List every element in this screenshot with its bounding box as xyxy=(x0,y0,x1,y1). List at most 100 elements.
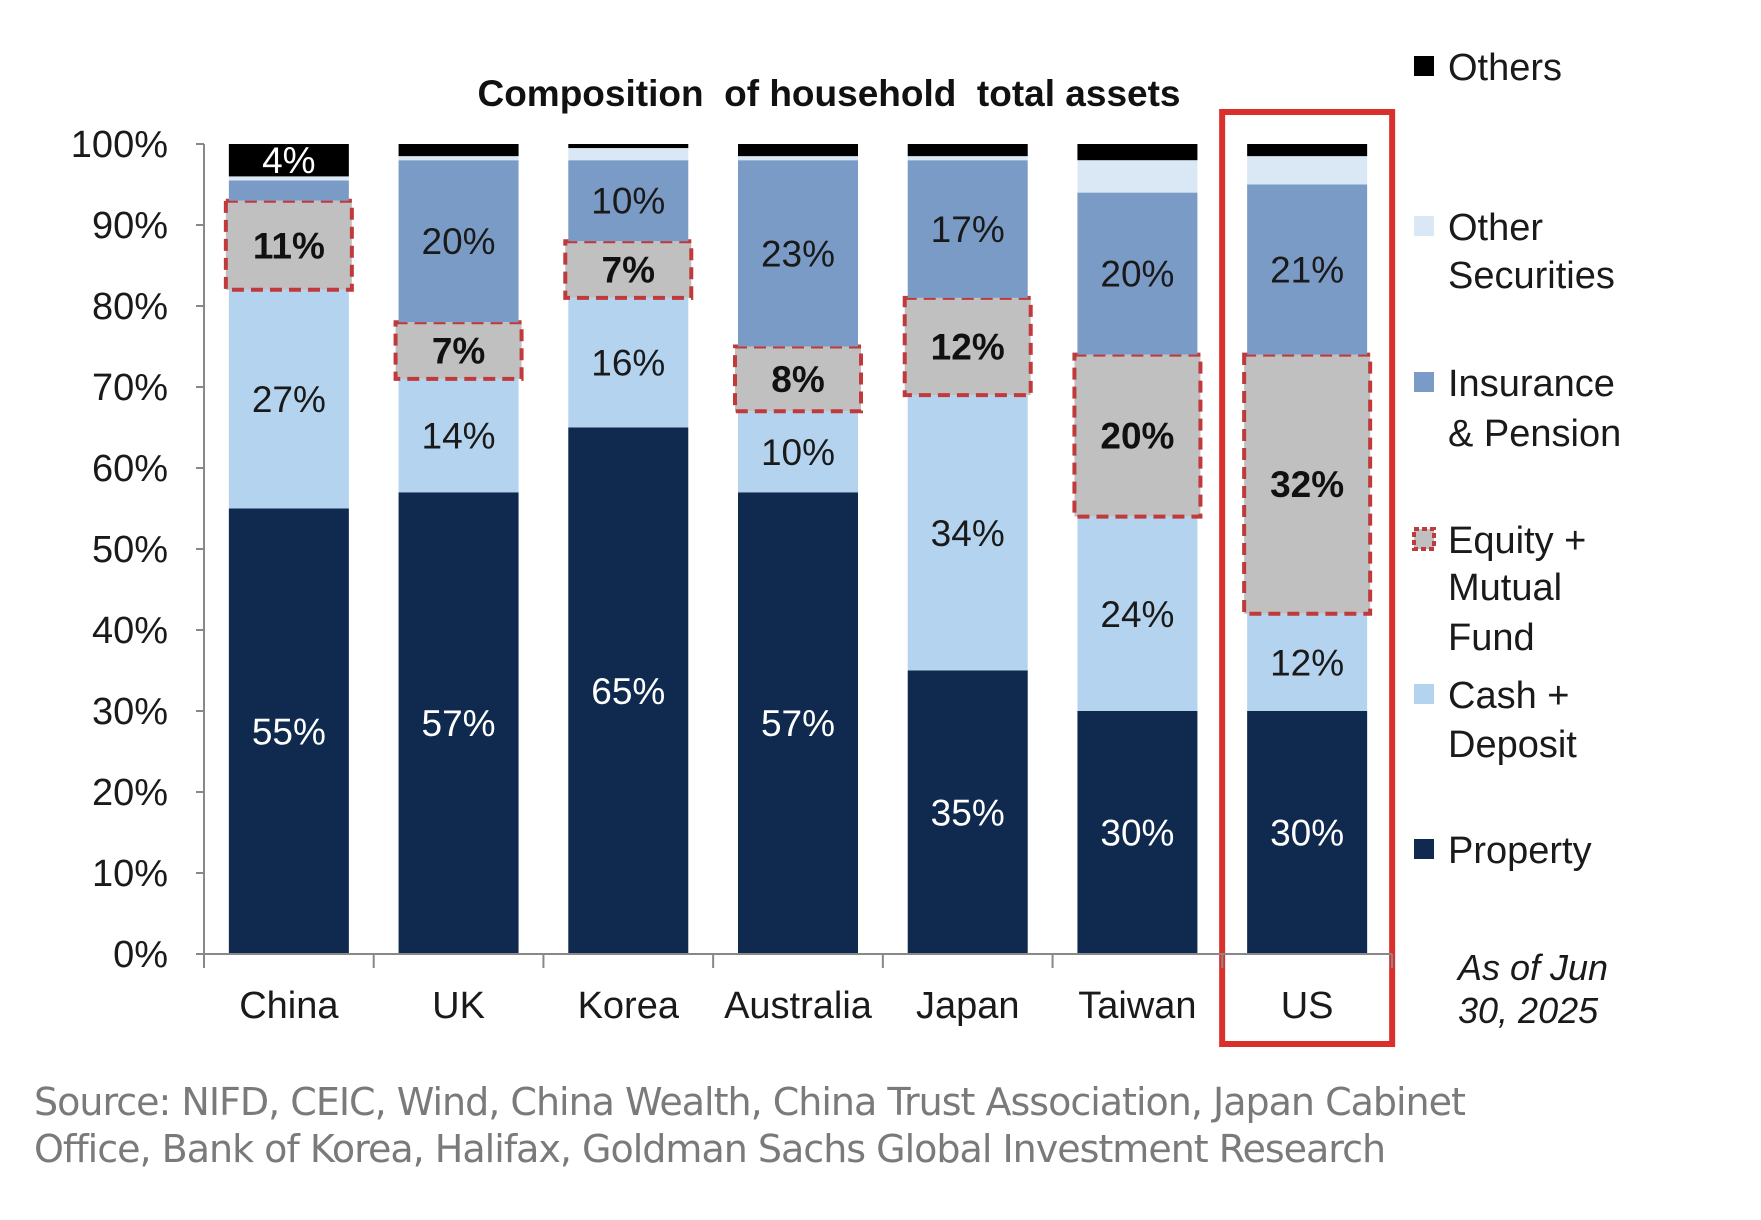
segment-other-securities xyxy=(228,176,349,181)
as-of-annotation: As of Jun 30, 2025 xyxy=(1456,947,1608,1031)
segment-others xyxy=(907,144,1028,157)
segment-others xyxy=(398,144,519,157)
legend-label: Mutual xyxy=(1448,567,1562,609)
data-label: 10% xyxy=(761,432,835,473)
legend-swatch xyxy=(1414,839,1434,859)
segment-insurance-pension xyxy=(1247,184,1368,355)
segment-cash-deposit xyxy=(738,411,858,493)
segment-property xyxy=(1247,711,1368,954)
segment-insurance-pension xyxy=(228,180,349,201)
y-tick-label: 60% xyxy=(92,448,168,490)
legend-label: Cash + xyxy=(1448,675,1569,717)
bar-china: 55% 27% 11% 4% xyxy=(223,140,354,954)
segment-property xyxy=(907,670,1028,954)
y-tick-label: 90% xyxy=(92,205,168,247)
data-label: 16% xyxy=(591,343,665,384)
legend-item-2: Insurance & Pension xyxy=(1414,363,1621,455)
segment-others xyxy=(228,144,349,177)
y-tick-label: 10% xyxy=(92,853,168,895)
legend-label: Other xyxy=(1448,207,1543,249)
data-label: 23% xyxy=(761,233,835,274)
bar-taiwan: 30% 24% 20% 20% xyxy=(1072,144,1203,954)
data-label: 20% xyxy=(1100,416,1174,457)
chart-title: Composition of household total assets xyxy=(477,73,1180,114)
data-label: 21% xyxy=(1270,250,1344,291)
segment-other-securities xyxy=(398,156,519,161)
segment-cash-deposit xyxy=(228,289,349,509)
segment-other-securities xyxy=(568,148,689,161)
legend-item-3: Equity + Mutual Fund xyxy=(1412,520,1586,659)
data-label: 27% xyxy=(252,379,326,420)
segment-property xyxy=(228,508,349,954)
segment-insurance-pension xyxy=(1077,192,1198,355)
segment-cash-deposit xyxy=(398,378,519,493)
data-label: 55% xyxy=(252,711,326,752)
data-label: 10% xyxy=(591,181,665,222)
segment-property xyxy=(738,492,858,954)
data-label: 4% xyxy=(262,140,315,181)
bar-uk: 57% 14% 7% 20% xyxy=(393,144,524,954)
bar-us: 30% 12% 32% 21% xyxy=(1242,144,1373,954)
x-tick-label: Japan xyxy=(916,985,1020,1027)
bar-australia: 57% 10% 8% 23% xyxy=(733,144,863,954)
y-tick-label: 80% xyxy=(92,286,168,328)
data-label: 24% xyxy=(1100,594,1174,635)
legend-swatch xyxy=(1414,372,1434,392)
y-tick-label: 20% xyxy=(92,772,168,814)
segment-property xyxy=(568,427,689,954)
data-label: 17% xyxy=(931,209,1005,250)
legend-label: Others xyxy=(1448,47,1562,89)
bar-japan: 35% 34% 12% 17% xyxy=(902,144,1033,954)
legend-item-5: Property xyxy=(1414,830,1592,872)
data-label: 30% xyxy=(1270,813,1344,854)
segment-others xyxy=(568,144,689,149)
segment-cash-deposit xyxy=(568,297,689,428)
legend-swatch xyxy=(1414,56,1434,76)
segment-cash-deposit xyxy=(1077,516,1198,711)
y-tick-label: 0% xyxy=(113,934,168,976)
axes: China UK Korea Australia Japan Taiwan US 0% 10% 2… xyxy=(71,124,1393,1027)
segment-property xyxy=(1077,711,1198,954)
x-tick-label: Taiwan xyxy=(1078,985,1196,1027)
segment-other-securities xyxy=(907,156,1028,161)
legend-label: Property xyxy=(1448,830,1592,872)
data-label: 12% xyxy=(931,327,1005,368)
segment-insurance-pension xyxy=(398,160,519,323)
data-label: 65% xyxy=(591,671,665,712)
x-tick-label: UK xyxy=(432,985,485,1027)
x-tick-label: US xyxy=(1281,985,1334,1027)
segment-property xyxy=(398,492,519,954)
data-label: 34% xyxy=(931,513,1005,554)
legend: Others Other Securities Insurance & Pension E… xyxy=(1412,47,1621,872)
segment-others xyxy=(738,144,858,157)
y-tick-label: 100% xyxy=(71,124,168,166)
data-label: 8% xyxy=(771,359,824,400)
highlight-box xyxy=(1219,109,1396,1047)
segment-insurance-pension xyxy=(568,160,689,242)
source-line-1: Source: NIFD, CEIC, Wind, China Wealth, … xyxy=(34,1080,1465,1124)
y-tick-label: 30% xyxy=(92,691,168,733)
legend-label: Fund xyxy=(1448,617,1535,659)
segment-other-securities xyxy=(738,156,858,161)
data-label: 57% xyxy=(422,703,496,744)
x-tick-label: Korea xyxy=(578,985,680,1027)
segment-others xyxy=(1077,144,1198,161)
data-label: 20% xyxy=(422,221,496,262)
x-tick-label: China xyxy=(239,985,339,1027)
data-label: 20% xyxy=(1100,254,1174,295)
legend-label: Deposit xyxy=(1448,724,1577,766)
x-tick-label: Australia xyxy=(724,985,873,1027)
data-label: 11% xyxy=(253,225,325,266)
legend-swatch xyxy=(1412,527,1436,551)
legend-item-4: Cash + Deposit xyxy=(1414,675,1577,766)
segment-insurance-pension xyxy=(738,160,858,347)
legend-swatch xyxy=(1414,216,1434,236)
segment-equity-mutual-fund xyxy=(902,295,1033,398)
legend-swatch xyxy=(1414,684,1434,704)
segment-others xyxy=(1247,144,1368,157)
legend-label: Insurance xyxy=(1448,363,1615,405)
data-label: 57% xyxy=(761,703,835,744)
y-tick-label: 50% xyxy=(92,529,168,571)
segment-other-securities xyxy=(1247,156,1368,185)
